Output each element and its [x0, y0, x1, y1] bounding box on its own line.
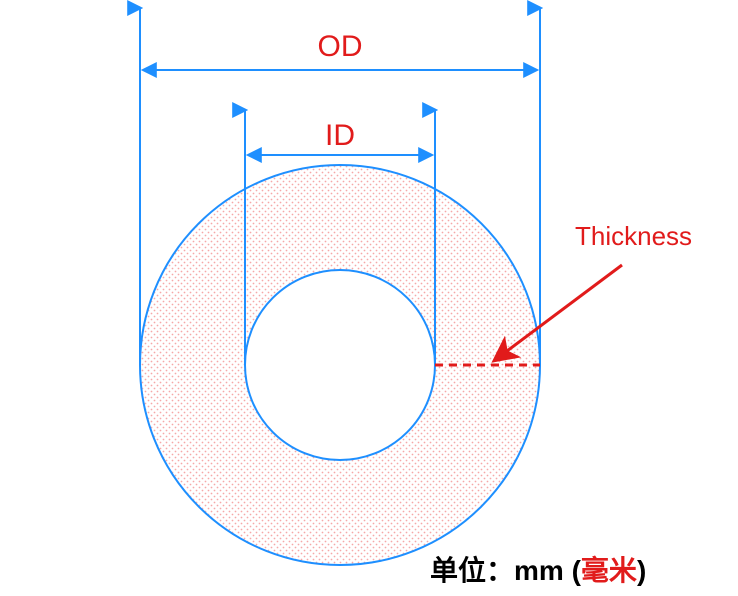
id-label: ID — [325, 119, 355, 152]
unit-label: 单位：mm (毫米) — [430, 554, 646, 586]
thickness-label: Thickness — [575, 221, 692, 251]
ring-dimension-diagram: OD ID Thickness 单位：mm (毫米) — [0, 0, 738, 596]
od-label: OD — [318, 30, 363, 63]
